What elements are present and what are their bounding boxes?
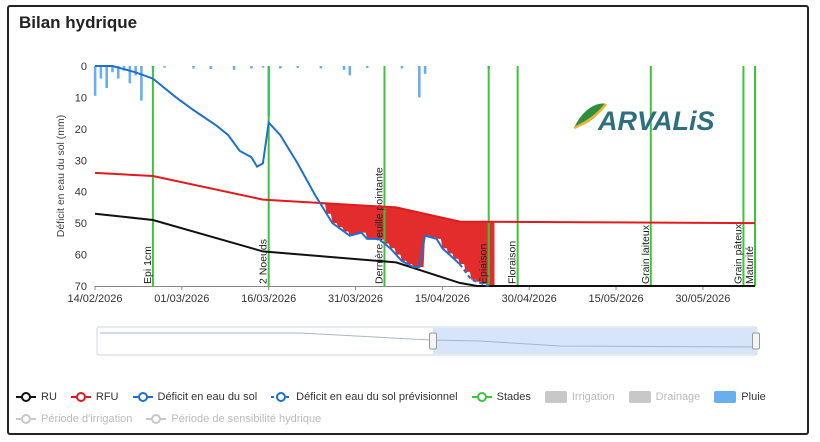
rain-bar — [348, 66, 352, 76]
rain-bar — [423, 66, 427, 74]
legend-item[interactable]: RU — [16, 391, 57, 403]
rain-bar — [140, 66, 143, 101]
rain-bar — [232, 66, 236, 70]
rain-bar — [93, 66, 97, 96]
legend-item[interactable]: Stades — [471, 391, 531, 403]
range-navigator — [96, 326, 760, 356]
stress-fill-area — [315, 202, 495, 286]
x-tick-label: 15/04/2026 — [415, 293, 470, 305]
rain-bar — [111, 66, 114, 73]
rain-bar — [192, 66, 195, 69]
y-tick-label: 30 — [75, 155, 87, 167]
legend-marker-icon — [132, 392, 153, 402]
rain-bar — [134, 66, 137, 76]
legend-label: RU — [41, 391, 57, 403]
legend-marker-icon — [271, 392, 292, 402]
legend-marker-icon — [471, 392, 492, 402]
x-tick-label: 30/05/2026 — [675, 293, 730, 305]
legend-swatch-icon — [628, 391, 651, 403]
y-tick-label: 50 — [75, 218, 87, 230]
legend-item[interactable]: RFU — [70, 391, 119, 403]
y-tick-label: 40 — [75, 187, 87, 199]
legend-marker-icon — [16, 392, 36, 402]
y-tick-label: 60 — [75, 250, 87, 262]
series-line-ru — [94, 212, 755, 287]
legend-item[interactable]: Déficit en eau du sol prévisionnel — [271, 391, 458, 403]
x-tick-label: 01/03/2026 — [154, 293, 209, 305]
rain-bar — [365, 66, 369, 68]
y-tick-label: 70 — [75, 281, 87, 293]
legend-row: Période d'irrigation Période de sensibili… — [16, 408, 806, 430]
legend: RU RFU Déficit en eau du sol Déficit en eau… — [16, 386, 806, 430]
logo-leaf-icon — [573, 103, 607, 130]
series-line-deficit — [95, 65, 461, 269]
legend-swatch-icon — [714, 391, 737, 403]
legend-label: Stades — [496, 391, 531, 403]
legend-row: RU RFU Déficit en eau du sol Déficit en eau… — [16, 386, 806, 408]
series-line-rfu — [94, 171, 756, 225]
y-tick-label: 0 — [81, 61, 87, 73]
legend-marker-icon — [70, 392, 91, 402]
stade-label: Floraison — [507, 241, 519, 284]
legend-label: Irrigation — [571, 391, 615, 403]
arvalis-logo: ARVALiS — [573, 103, 715, 136]
rain-bar — [342, 66, 346, 70]
x-tick-label: 31/03/2026 — [328, 293, 383, 305]
x-tick-label: 30/04/2026 — [502, 293, 557, 305]
logo-text: ARVALiS — [597, 106, 715, 136]
legend-swatch-icon — [544, 391, 567, 403]
rain-bar — [418, 66, 421, 98]
rain-bar — [319, 66, 323, 69]
navigator-handle[interactable] — [752, 332, 760, 350]
logo-leaf-icon — [574, 103, 606, 128]
legend-item[interactable]: Pluie — [714, 391, 766, 403]
stade-label: Epi 1cm — [142, 246, 154, 284]
rain-bar — [163, 66, 166, 68]
rain-bar — [279, 66, 282, 69]
legend-label: Pluie — [741, 391, 766, 403]
x-tick-label: 16/03/2026 — [241, 293, 296, 305]
y-tick-label: 10 — [75, 92, 87, 104]
rain-bar — [128, 66, 132, 84]
stade-label: 2 Noeuds — [258, 239, 270, 284]
stade-label: Grain pâteux — [732, 223, 744, 284]
legend-label: RFU — [95, 391, 119, 403]
rain-bar — [116, 66, 120, 79]
rain-bar — [296, 66, 300, 68]
legend-item[interactable]: Drainage — [628, 391, 701, 403]
stade-label: Epiaison — [478, 244, 490, 284]
navigator-preview-line — [100, 332, 757, 348]
y-axis-title: Déficit en eau du sol (mm) — [55, 115, 67, 238]
stade-label: Dernière feuille pointante — [373, 167, 385, 284]
rain-bar — [261, 66, 265, 68]
legend-label: Drainage — [655, 391, 701, 403]
legend-item[interactable]: Irrigation — [544, 391, 615, 403]
navigator-handle[interactable] — [429, 332, 437, 350]
legend-label: Déficit en eau du sol prévisionnel — [296, 391, 458, 403]
legend-item[interactable]: Déficit en eau du sol — [132, 391, 258, 403]
rain-bar — [209, 66, 213, 70]
rain-bar — [400, 66, 404, 69]
rain-bar — [99, 66, 103, 79]
x-tick-label: 14/02/2026 — [67, 293, 122, 305]
stade-label: Grain laiteux — [640, 224, 652, 284]
legend-item[interactable]: Période d'irrigation — [16, 413, 132, 425]
rain-bar — [250, 66, 253, 69]
legend-label: Période d'irrigation — [41, 413, 133, 425]
legend-marker-icon — [16, 414, 36, 424]
legend-item[interactable]: Période de sensibilité hydrique — [146, 413, 321, 425]
rain-bar — [105, 66, 108, 88]
series-line-deficit-forecast — [458, 263, 490, 287]
legend-marker-icon — [146, 414, 167, 424]
y-tick-label: 20 — [75, 124, 87, 136]
x-tick-label: 15/05/2026 — [589, 293, 644, 305]
stade-label: Maturité — [744, 246, 756, 284]
legend-label: Période de sensibilité hydrique — [171, 413, 322, 425]
legend-label: Déficit en eau du sol — [157, 391, 258, 403]
chart-title: Bilan hydrique — [19, 13, 138, 32]
